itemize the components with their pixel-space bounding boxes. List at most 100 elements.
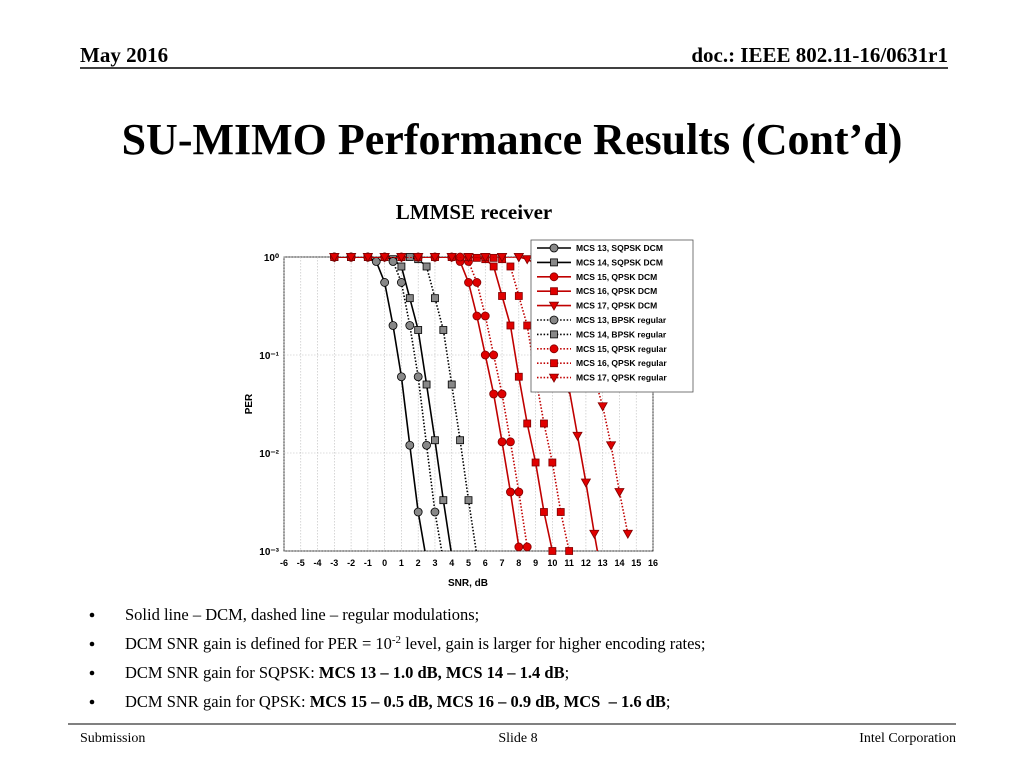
legend-label: MCS 17, QPSK DCM [576,301,657,311]
bullet-dot [89,641,95,647]
x-tick-label: 14 [614,558,624,568]
marker [550,287,558,296]
y-tick-label: 10⁻¹ [259,351,279,362]
bullet-part: level, gain is larger for higher encodin… [401,634,705,653]
marker [446,253,457,263]
legend-label: MCS 13, BPSK regular [576,315,667,325]
marker [614,488,625,498]
header-date: May 2016 [80,43,168,67]
y-axis-label: PER [244,393,255,414]
bullet-part: DCM SNR gain is defined for PER = 10 [125,634,392,653]
marker [622,529,634,540]
marker [549,315,559,325]
marker [514,487,524,497]
marker [345,253,357,263]
footer-left: Submission [80,731,145,746]
series-line [334,257,520,548]
marker [464,496,473,505]
marker [405,294,414,303]
slide-title: SU-MIMO Performance Results (Cont’d) [122,115,903,164]
marker [506,437,515,447]
x-tick-label: -4 [314,558,322,568]
bullet-list: Solid line – DCM, dashed line – regular … [89,605,705,711]
marker [548,458,557,467]
series-line [334,257,426,551]
x-tick-label: 8 [516,558,521,568]
marker [514,372,523,381]
marker [550,330,558,339]
bullet-text: DCM SNR gain for QPSK: MCS 15 – 0.5 dB, … [125,692,671,711]
marker [413,372,423,382]
marker [580,478,592,488]
series-line [334,257,528,548]
marker [480,253,491,263]
marker [397,278,406,287]
y-tick-label: 10⁰ [264,253,279,264]
bullet-text: Solid line – DCM, dashed line – regular … [125,605,479,624]
x-tick-label: 1 [399,558,404,568]
footer-center: Slide 8 [498,731,537,746]
marker [472,253,481,262]
bullet-part: -2 [392,634,401,646]
series-line [334,257,599,551]
marker [496,253,508,263]
plot: -6 -5 -4 -3 -2 -1 0 1 2 3 4 5 6 7 8 9 10 11 12 13 14 15 1610⁰1… [259,239,694,568]
marker [523,321,532,330]
x-tick-label: 11 [564,558,574,568]
y-tick-label: 10⁻² [259,449,279,460]
marker [439,496,448,505]
marker [405,253,414,261]
legend-box [530,239,694,393]
marker [548,547,557,555]
bullet-part: ; [565,663,570,682]
marker [362,253,374,263]
x-tick-label: -2 [347,558,355,568]
marker [379,253,390,263]
bullet-dot [89,670,95,676]
marker [548,373,560,383]
marker [422,440,431,450]
marker [429,253,441,263]
marker [472,311,482,321]
marker [572,431,583,442]
marker [489,389,499,399]
x-tick-label: -6 [280,558,288,568]
marker [371,257,381,266]
marker [388,257,398,266]
bullet-part: MCS 13 – 1.0 dB, MCS 14 – 1.4 dB [319,663,565,682]
marker [380,278,390,287]
legend-label: MCS 14, BPSK regular [576,329,667,339]
x-tick-label: -5 [297,558,305,568]
marker [489,262,498,271]
x-tick-label: 16 [648,558,658,568]
marker [430,507,440,517]
marker [549,243,559,253]
marker [489,253,498,262]
marker [447,380,456,389]
legend-label: MCS 15, QPSK regular [576,344,667,354]
x-axis-label: SNR, dB [448,578,488,589]
x-tick-label: 2 [416,558,421,568]
marker [523,419,532,428]
marker [522,542,532,552]
marker [388,321,398,330]
marker [550,258,558,267]
marker [506,321,515,330]
legend-label: MCS 17, QPSK regular [576,373,667,383]
marker [405,321,415,330]
marker [431,294,439,303]
footer-right: Intel Corporation [859,731,956,746]
marker [439,326,448,334]
marker [540,508,548,516]
marker [464,278,473,287]
marker [540,419,548,428]
marker [480,311,490,321]
x-tick-label: 9 [533,558,538,568]
legend-label: MCS 15, QPSK DCM [576,272,657,282]
marker [422,380,431,389]
legend-label: MCS 14, SQPSK DCM [576,257,663,267]
marker [549,272,559,282]
x-tick-label: 0 [382,558,387,568]
marker [396,253,407,263]
